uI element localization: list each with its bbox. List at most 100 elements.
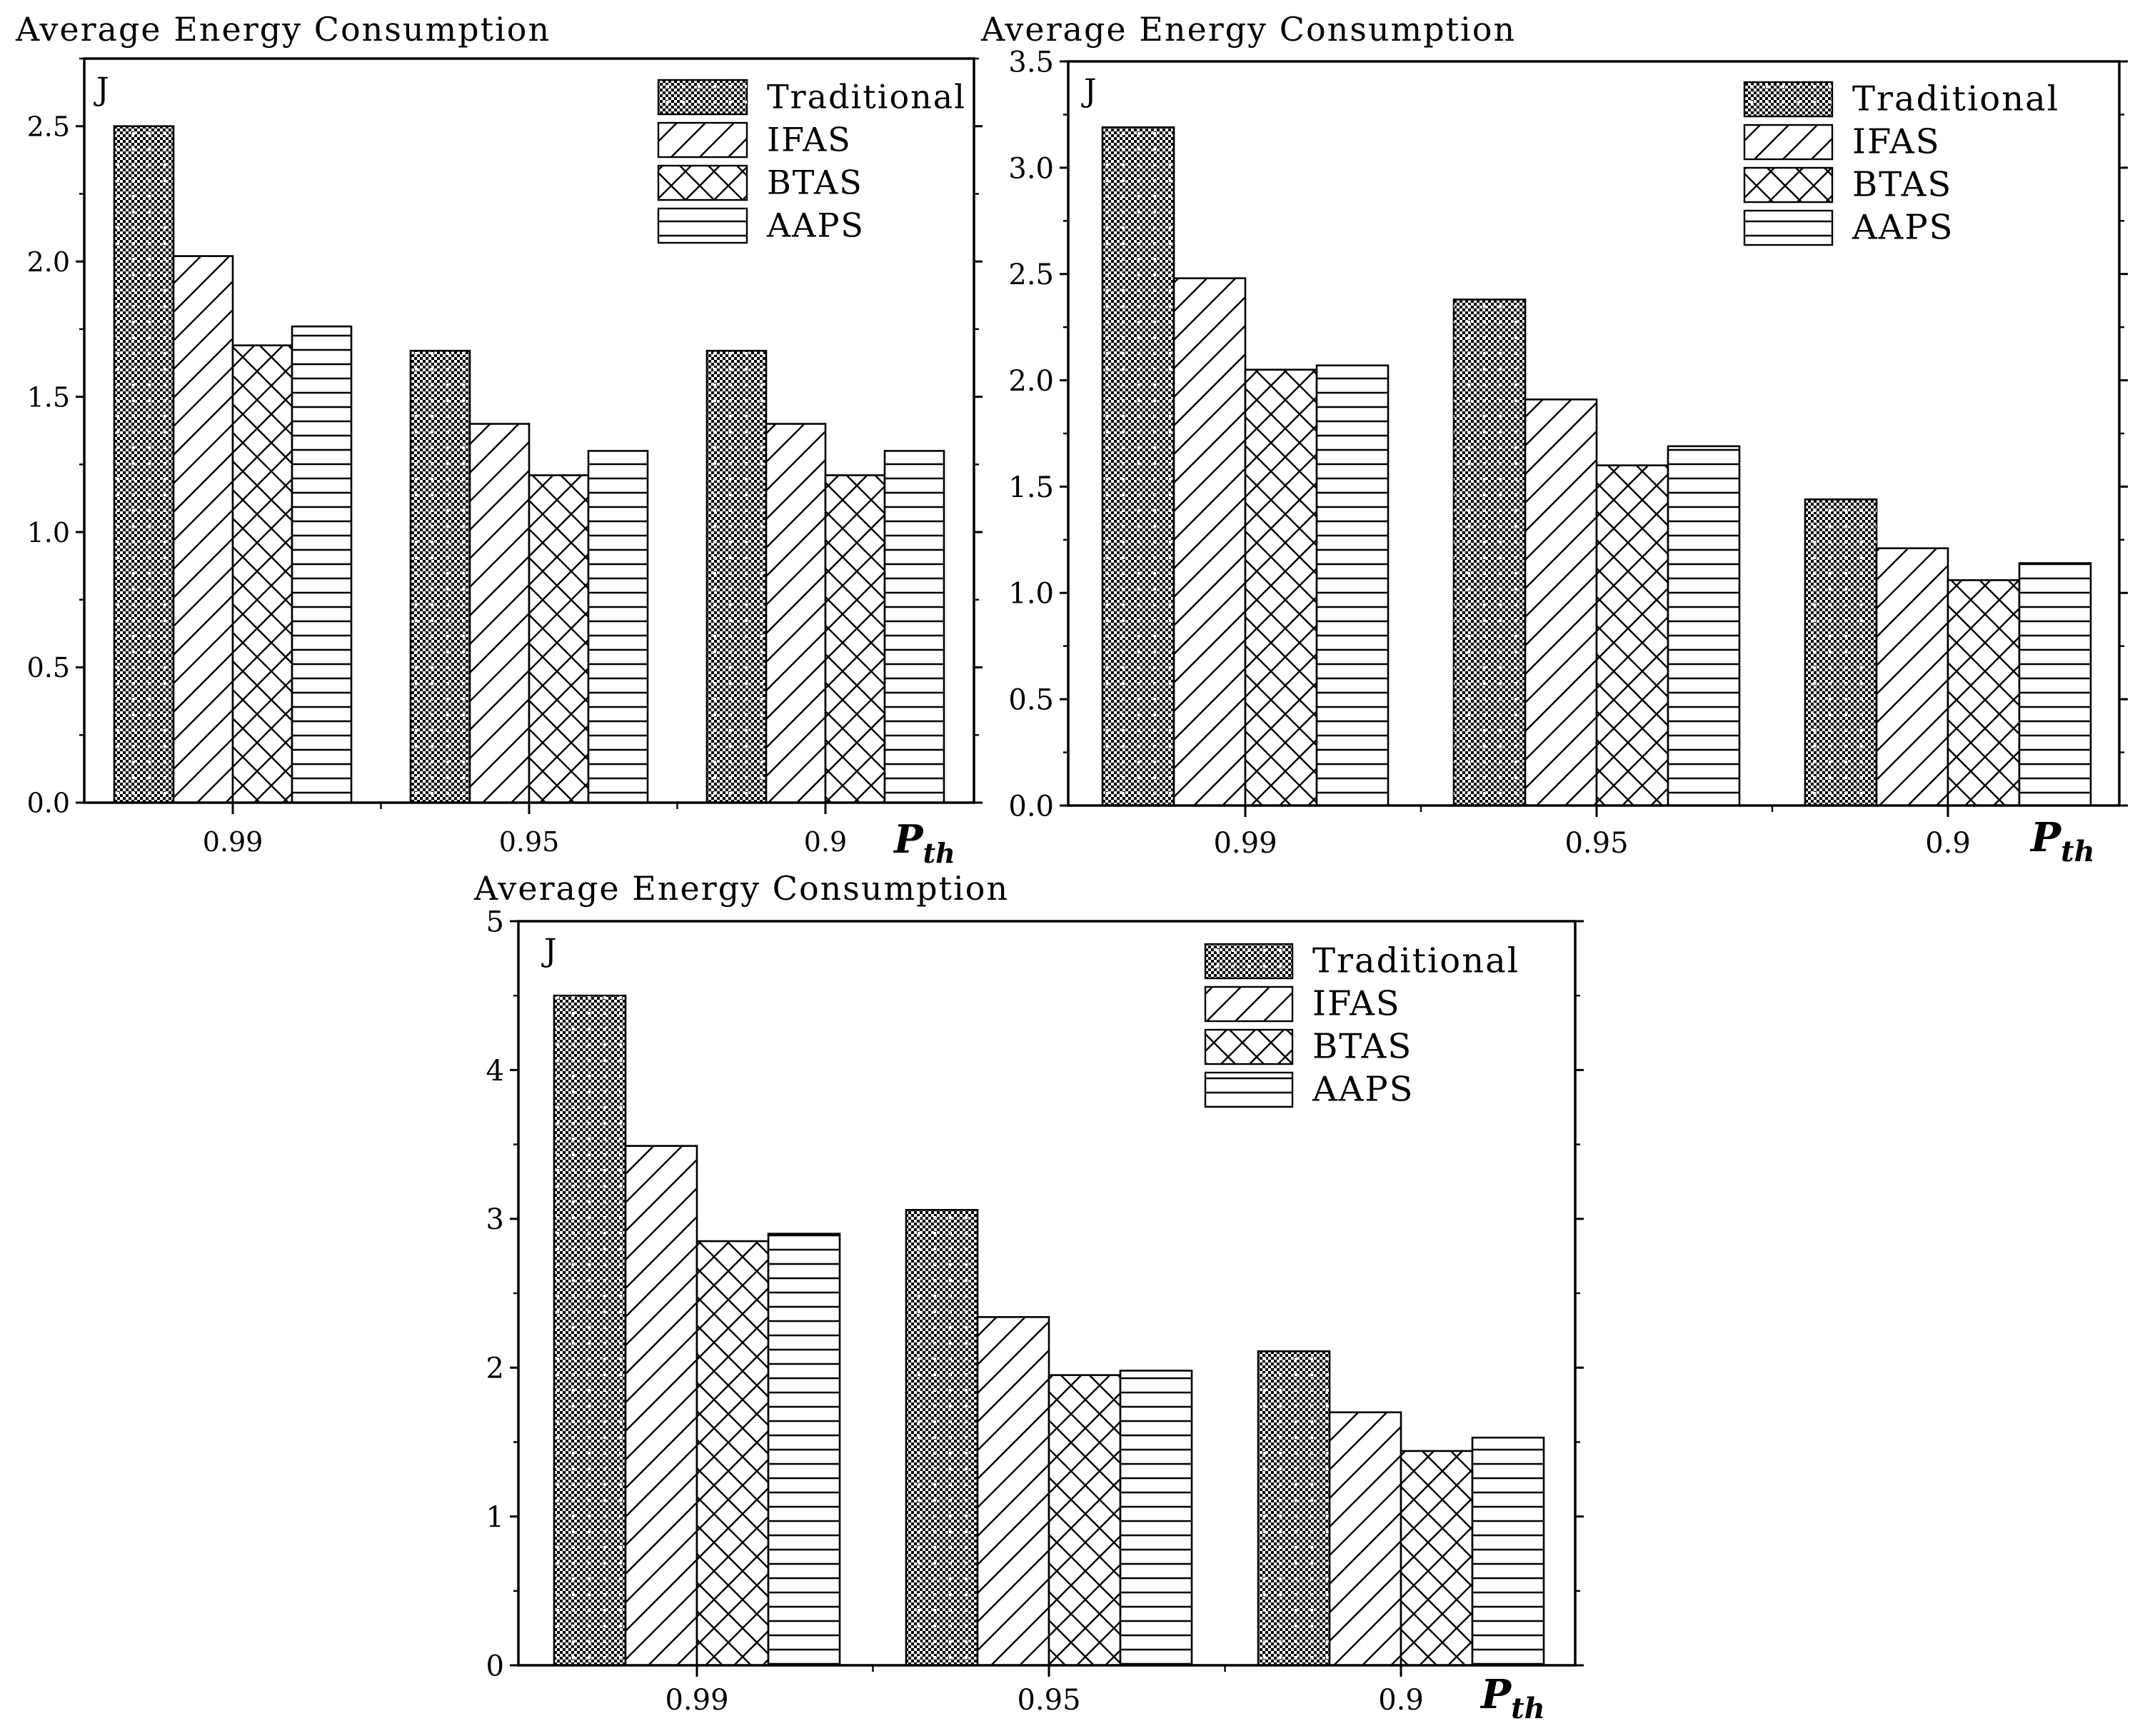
chart-title: Average Energy Consumption <box>980 10 1516 49</box>
legend-swatch-btas <box>1204 1028 1294 1065</box>
y-unit-label: J <box>1081 73 1097 109</box>
x-tick-label: 0.95 <box>1564 827 1628 860</box>
bar-texture <box>1454 299 1525 806</box>
y-tick-label: 0 <box>486 1650 504 1682</box>
energy-chart-3: Average Energy Consumption 0 1 2 3 4 5 0.99 0.9… <box>473 869 1584 1725</box>
x-axis-title: Pth <box>893 816 955 869</box>
bar-texture <box>1805 499 1877 806</box>
x-tick-label: 0.99 <box>203 826 263 858</box>
bar-ifas <box>976 1316 1050 1667</box>
y-tick-label: 1.5 <box>27 381 70 413</box>
y-tick-label: 3.5 <box>1008 46 1054 79</box>
y-tick-label: 0.5 <box>27 652 70 683</box>
bar-ifas <box>765 423 827 804</box>
bar-aaps <box>291 325 353 804</box>
energy-chart-2: Average Energy Consumption 0.0 0.5 1.0 1.5 2… <box>980 10 2128 868</box>
x-tick-label: 0.9 <box>1378 1684 1424 1717</box>
legend-swatch-btas <box>1743 166 1834 204</box>
x-tick-label: 0.9 <box>1925 827 1971 860</box>
legend-swatch-texture <box>1205 944 1292 978</box>
legend-label: BTAS <box>767 163 863 201</box>
y-tick-label: 2 <box>486 1353 504 1385</box>
legend-label: Traditional <box>1312 940 1519 980</box>
bar-btas <box>824 474 886 804</box>
x-axis-title: Pth <box>1480 1671 1545 1725</box>
legend-swatch-ifas <box>1204 985 1294 1023</box>
bar-aaps <box>767 1233 841 1667</box>
legend-label: Traditional <box>767 77 966 116</box>
y-tick-label: 0.0 <box>1008 790 1054 823</box>
legend-swatch-aaps <box>1204 1071 1294 1108</box>
bar-texture <box>906 1210 978 1665</box>
bar-btas <box>1400 1450 1474 1667</box>
y-tick-label: 1 <box>486 1501 504 1534</box>
bar-btas <box>231 344 293 804</box>
x-tick-label: 0.99 <box>665 1684 728 1717</box>
bar-texture <box>114 126 174 803</box>
y-tick-label: 1.0 <box>1008 578 1054 611</box>
y-tick-label: 2.0 <box>1008 365 1054 398</box>
y-tick-label: 2.5 <box>1008 259 1054 291</box>
bar-ifas <box>1172 277 1247 807</box>
x-tick-label: 0.95 <box>499 826 560 858</box>
bar-aaps <box>587 450 649 804</box>
legend-label: IFAS <box>1852 121 1941 161</box>
x-tick-label: 0.99 <box>1213 827 1277 860</box>
legend-swatch-btas <box>657 164 748 201</box>
bar-btas <box>695 1240 770 1667</box>
legend-swatch-texture <box>658 80 747 114</box>
y-unit-label: J <box>541 933 557 969</box>
bar-texture <box>707 351 766 803</box>
bar-aaps <box>883 450 945 804</box>
bar-ifas <box>1328 1411 1402 1667</box>
legend-label: Traditional <box>1852 79 2059 119</box>
legend-swatch-ifas <box>657 121 748 159</box>
bar-btas <box>1595 464 1669 807</box>
y-unit-label: J <box>94 71 109 108</box>
bar-btas <box>528 474 590 804</box>
bar-texture <box>554 995 626 1665</box>
legend-swatch-texture <box>1744 82 1832 116</box>
bar-texture <box>411 351 470 803</box>
bar-ifas <box>1524 398 1598 807</box>
y-tick-label: 5 <box>486 905 504 938</box>
bar-btas <box>1946 579 2021 807</box>
legend-label: BTAS <box>1312 1026 1412 1066</box>
energy-chart-1: Average Energy Consumption 0.0 0.5 1.0 1.5 2… <box>15 10 983 869</box>
legend-label: AAPS <box>1312 1069 1415 1109</box>
x-tick-label: 0.95 <box>1017 1684 1080 1717</box>
legend-label: AAPS <box>766 206 865 244</box>
plot-area: 0.0 0.5 1.0 1.5 2.0 2.5 0.99 0.95 0.9 Traditional… <box>27 57 983 858</box>
y-tick-label: 1.0 <box>27 517 70 548</box>
bar-btas <box>1048 1374 1122 1667</box>
bar-aaps <box>2018 562 2092 807</box>
y-tick-label: 0.5 <box>1008 684 1054 717</box>
legend-swatch-aaps <box>1743 209 1834 246</box>
x-tick-label: 0.9 <box>804 826 847 858</box>
y-tick-label: 1.5 <box>1008 471 1054 504</box>
x-axis-title: Pth <box>2029 814 2095 868</box>
legend-swatch-aaps <box>657 207 748 244</box>
y-tick-label: 3.0 <box>1008 152 1054 185</box>
bar-ifas <box>468 423 531 804</box>
plot-area: 0.0 0.5 1.0 1.5 2.0 2.5 3.0 3.5 0.99 0.95 0.9 Tradi… <box>1008 46 2128 860</box>
bar-texture <box>1102 127 1174 806</box>
bar-aaps <box>1119 1370 1193 1667</box>
y-tick-label: 4 <box>486 1055 504 1088</box>
chart-title: Average Energy Consumption <box>15 10 551 49</box>
bar-ifas <box>172 255 234 804</box>
bar-btas <box>1244 368 1318 807</box>
y-tick-label: 0.0 <box>27 788 70 819</box>
bar-ifas <box>624 1145 698 1667</box>
bar-texture <box>1258 1351 1330 1665</box>
y-tick-label: 2.0 <box>27 246 70 278</box>
y-tick-label: 3 <box>486 1203 504 1236</box>
bar-aaps <box>1471 1436 1545 1667</box>
bar-ifas <box>1875 547 1949 807</box>
bar-aaps <box>1315 364 1390 807</box>
legend-label: BTAS <box>1852 164 1952 204</box>
bar-aaps <box>1667 445 1741 807</box>
y-tick-label: 2.5 <box>27 111 70 142</box>
